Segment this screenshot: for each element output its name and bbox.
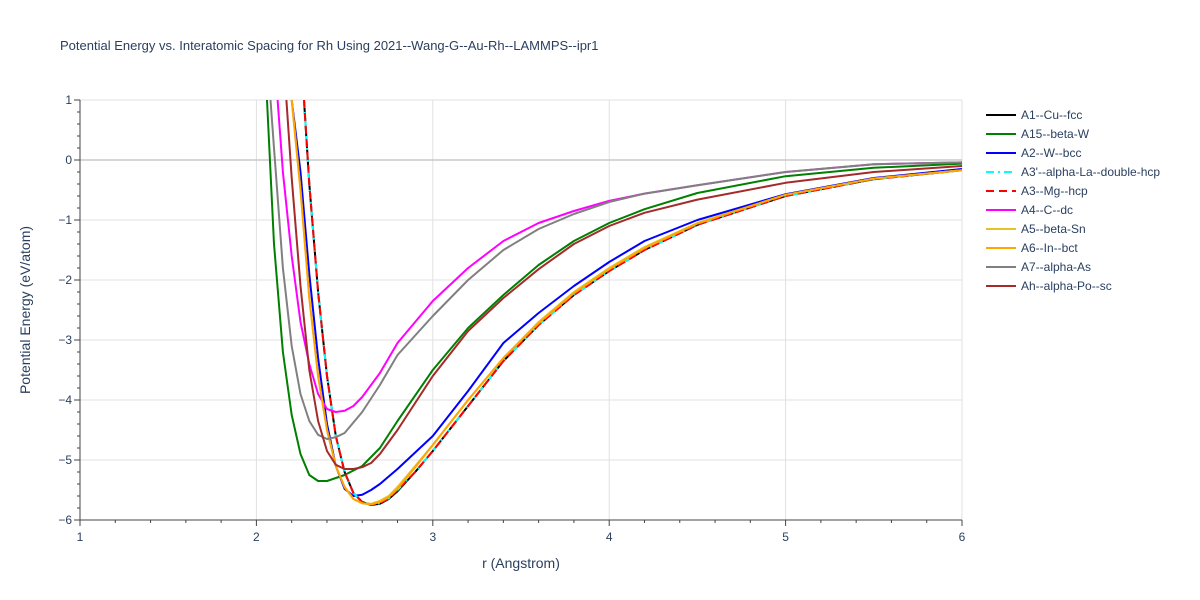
- x-tick-label: 3: [429, 530, 436, 544]
- legend-label: A3'--alpha-La--double-hcp: [1021, 165, 1160, 179]
- legend-item[interactable]: A4--C--dc: [986, 203, 1073, 217]
- axes: [74, 99, 963, 526]
- legend-item[interactable]: Ah--alpha-Po--sc: [986, 279, 1112, 293]
- x-tick-label: 5: [782, 530, 789, 544]
- legend-item[interactable]: A15--beta-W: [986, 127, 1090, 141]
- series-line-A2--W--bcc: [290, 100, 962, 497]
- y-tick-label: 0: [65, 153, 72, 167]
- legend-label: A6--In--bct: [1021, 241, 1078, 255]
- x-tick-label: 2: [253, 530, 260, 544]
- x-tick-labels: 1 2 3 4 5 6: [77, 530, 966, 544]
- legend-label: A7--alpha-As: [1021, 260, 1091, 274]
- y-tick-label: −4: [58, 393, 72, 407]
- legend-label: A4--C--dc: [1021, 203, 1073, 217]
- series-line-A6--In--bct: [290, 100, 962, 506]
- legend-label: A3--Mg--hcp: [1021, 184, 1088, 198]
- y-tick-label: −5: [58, 453, 72, 467]
- series-line-A3--Mg--hcp: [303, 100, 962, 506]
- y-tick-labels: −6 −5 −4 −3 −2 −1 0 1: [58, 93, 72, 527]
- x-tick-label: 6: [959, 530, 966, 544]
- legend-label: A15--beta-W: [1021, 127, 1090, 141]
- x-tick-label: 4: [606, 530, 613, 544]
- y-tick-label: −1: [58, 213, 72, 227]
- legend-item[interactable]: A3--Mg--hcp: [986, 184, 1088, 198]
- y-tick-label: −3: [58, 333, 72, 347]
- y-tick-label: −2: [58, 273, 72, 287]
- series-line-A15--beta-W: [266, 100, 962, 482]
- y-axis-title: Potential Energy (eV/atom): [17, 226, 33, 394]
- legend-item[interactable]: A5--beta-Sn: [986, 222, 1086, 236]
- legend-item[interactable]: A6--In--bct: [986, 241, 1078, 255]
- legend-item[interactable]: A1--Cu--fcc: [986, 108, 1082, 122]
- legend-label: A1--Cu--fcc: [1021, 108, 1082, 122]
- legend-label: A2--W--bcc: [1021, 146, 1081, 160]
- series-line-Ah--alpha-Po--sc: [285, 100, 962, 470]
- legend-item[interactable]: A7--alpha-As: [986, 260, 1091, 274]
- legend[interactable]: A1--Cu--fcc A15--beta-W A2--W--bcc A3'--alp…: [986, 108, 1160, 293]
- series-layer: [266, 100, 962, 506]
- legend-item[interactable]: A2--W--bcc: [986, 146, 1081, 160]
- y-tick-label: −6: [58, 513, 72, 527]
- series-line-A7--alpha-As: [269, 100, 962, 440]
- y-tick-label: 1: [65, 93, 72, 107]
- legend-label: Ah--alpha-Po--sc: [1021, 279, 1112, 293]
- legend-label: A5--beta-Sn: [1021, 222, 1086, 236]
- x-tick-label: 1: [77, 530, 84, 544]
- x-axis-title: r (Angstrom): [482, 555, 560, 571]
- chart-title: Potential Energy vs. Interatomic Spacing…: [60, 38, 599, 53]
- legend-item[interactable]: A3'--alpha-La--double-hcp: [986, 165, 1160, 179]
